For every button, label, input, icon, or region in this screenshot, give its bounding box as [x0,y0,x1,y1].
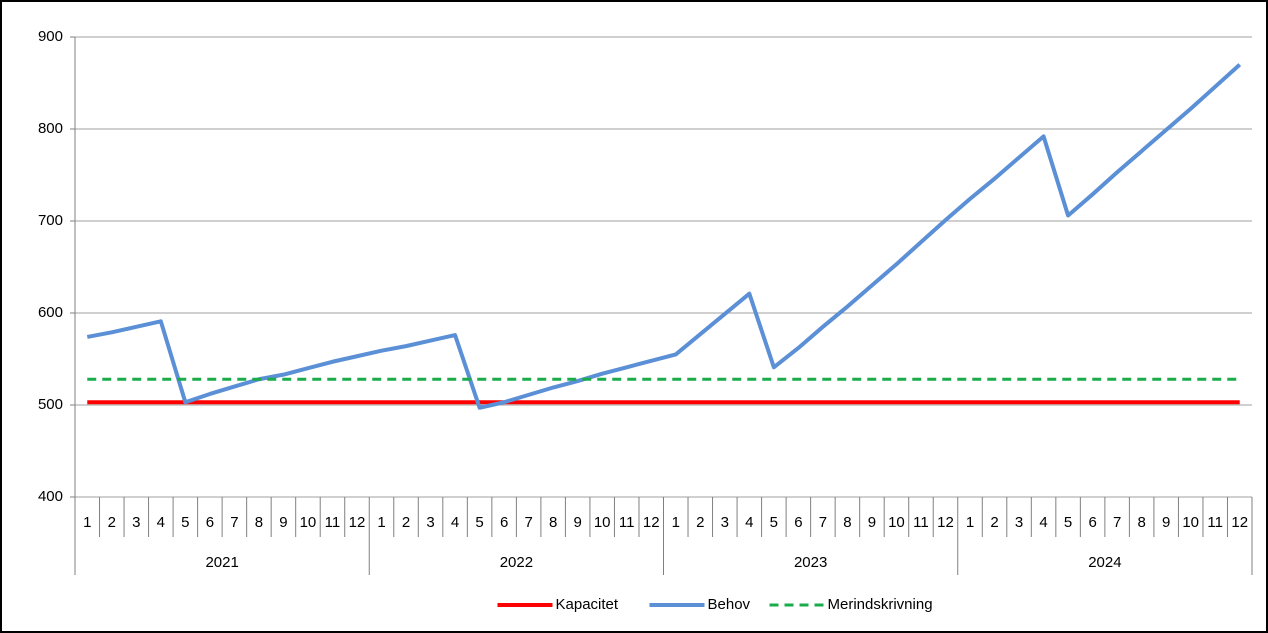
x-tick-label: 10 [594,514,611,531]
y-tick-label: 500 [38,396,63,413]
x-tick-label: 7 [819,514,827,531]
x-tick-label: 6 [794,514,802,531]
x-tick-label: 1 [377,514,385,531]
x-tick-label: 10 [300,514,317,531]
y-tick-label: 600 [38,304,63,321]
x-tick-label: 10 [888,514,905,531]
x-tick-label: 12 [643,514,660,531]
x-tick-label: 3 [1015,514,1023,531]
legend-label: Kapacitet [556,596,619,613]
x-tick-label: 2 [990,514,998,531]
x-tick-label: 12 [937,514,954,531]
x-tick-label: 2 [696,514,704,531]
x-tick-label: 8 [843,514,851,531]
x-tick-label: 2 [402,514,410,531]
x-tick-label: 2 [108,514,116,531]
x-tick-label: 3 [426,514,434,531]
y-tick-label: 800 [38,120,63,137]
x-tick-label: 9 [574,514,582,531]
x-tick-label: 5 [475,514,483,531]
x-tick-label: 11 [619,514,635,531]
x-tick-label: 12 [1231,514,1248,531]
x-tick-label: 8 [549,514,557,531]
x-tick-label: 11 [1207,514,1223,531]
x-tick-label: 11 [913,514,929,531]
x-tick-label: 7 [230,514,238,531]
x-tick-label: 10 [1182,514,1199,531]
y-tick-label: 700 [38,212,63,229]
y-tick-label: 900 [38,28,63,45]
group-label: 2021 [205,554,238,571]
x-tick-label: 8 [255,514,263,531]
x-tick-label: 4 [157,514,165,531]
legend-label: Merindskrivning [828,596,933,613]
x-tick-label: 8 [1137,514,1145,531]
x-tick-label: 1 [83,514,91,531]
x-tick-label: 3 [132,514,140,531]
x-tick-label: 7 [1113,514,1121,531]
x-tick-label: 9 [1162,514,1170,531]
x-tick-label: 6 [1088,514,1096,531]
x-tick-label: 5 [181,514,189,531]
legend-label: Behov [708,596,751,613]
x-tick-label: 11 [325,514,341,531]
x-tick-label: 1 [672,514,680,531]
x-tick-label: 5 [1064,514,1072,531]
x-tick-label: 3 [721,514,729,531]
x-tick-label: 9 [279,514,287,531]
x-tick-label: 5 [770,514,778,531]
group-label: 2024 [1088,554,1121,571]
group-label: 2022 [500,554,533,571]
x-tick-label: 7 [524,514,532,531]
x-tick-label: 1 [966,514,974,531]
x-tick-label: 6 [206,514,214,531]
x-tick-label: 4 [745,514,753,531]
y-tick-label: 400 [38,488,63,505]
x-tick-label: 4 [451,514,459,531]
x-tick-label: 12 [349,514,366,531]
x-tick-label: 9 [868,514,876,531]
series-line [86,63,1242,410]
x-tick-label: 4 [1039,514,1047,531]
x-tick-label: 6 [500,514,508,531]
group-label: 2023 [794,554,827,571]
